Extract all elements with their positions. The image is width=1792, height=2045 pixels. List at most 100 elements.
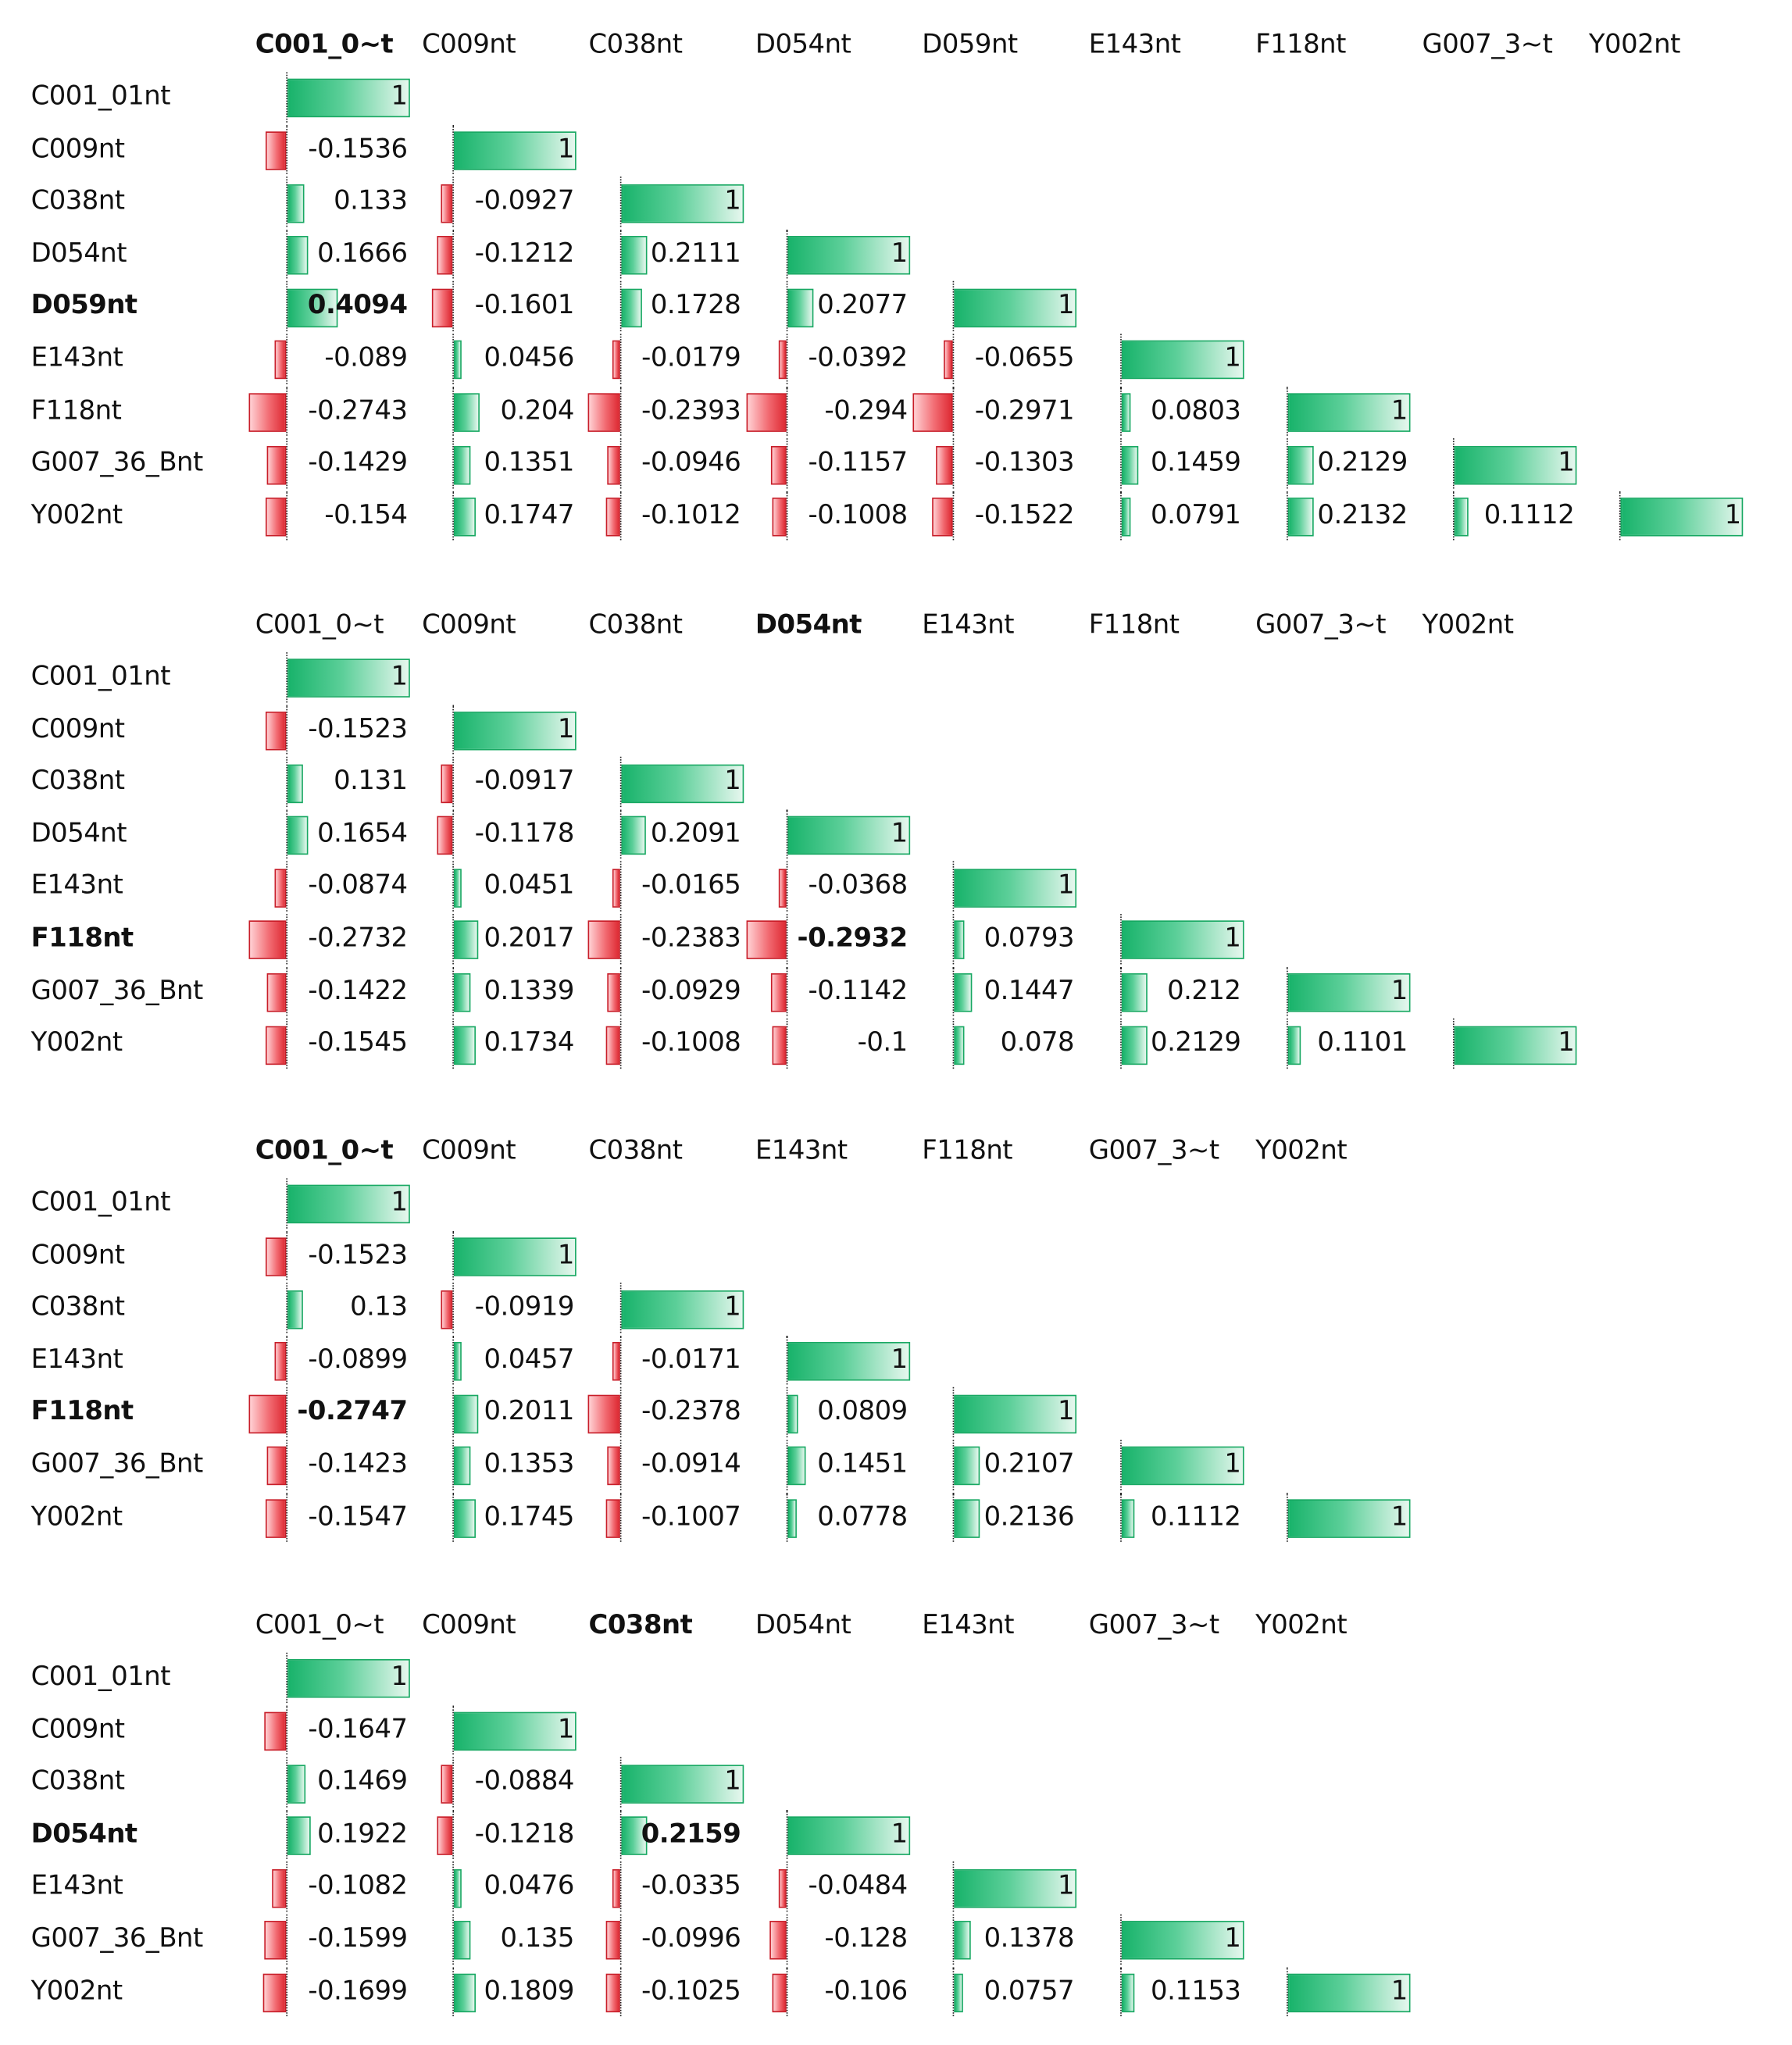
correlation-value: 1 [1724, 498, 1742, 530]
zero-axis-line [1286, 1966, 1288, 2017]
column-header: D059nt [922, 28, 1018, 59]
correlation-bar [454, 1973, 477, 2013]
correlation-bar [454, 1237, 577, 1276]
zero-axis-line [1119, 491, 1121, 541]
zero-axis-line [952, 386, 955, 437]
correlation-value: 1 [1558, 446, 1575, 477]
correlation-value: 1 [557, 1712, 575, 1744]
correlation-value: 0.1734 [484, 1026, 574, 1058]
column-header: D054nt [755, 28, 851, 59]
column-header: G007_3~t [1088, 1608, 1219, 1640]
correlation-bar [454, 973, 471, 1012]
correlation-bar [778, 1868, 787, 1908]
correlation-bar [454, 868, 462, 908]
correlation-value: 0.0793 [983, 922, 1075, 953]
correlation-value: 0.1469 [317, 1765, 408, 1797]
correlation-bar [454, 341, 462, 380]
correlation-bar [954, 1394, 1077, 1433]
correlation-value: -0.0392 [808, 341, 908, 373]
correlation-value: -0.0179 [641, 341, 741, 373]
column-header: C038nt [588, 1134, 683, 1165]
correlation-value: -0.1218 [474, 1817, 575, 1849]
correlation-value: 0.2111 [650, 237, 741, 268]
column-header: G007_3~t [1088, 1134, 1219, 1165]
correlation-bar [263, 1973, 287, 2013]
zero-axis-line [452, 914, 455, 964]
row-label: E143nt [30, 341, 123, 373]
correlation-value: -0.1599 [308, 1922, 408, 1954]
column-header: C009nt [422, 1608, 516, 1640]
zero-axis-line [786, 1492, 788, 1543]
correlation-value: 0.135 [500, 1922, 575, 1954]
zero-axis-line [452, 809, 455, 859]
zero-axis-line [619, 1283, 621, 1333]
zero-axis-line [286, 72, 288, 123]
correlation-bar [265, 131, 287, 170]
correlation-value: 0.1153 [1151, 1974, 1241, 2006]
zero-axis-line [786, 1387, 788, 1438]
correlation-value: -0.1536 [308, 132, 408, 163]
zero-axis-line [1286, 966, 1288, 1016]
correlation-value: 0.1353 [484, 1447, 574, 1479]
correlation-value: -0.089 [324, 341, 408, 373]
correlation-value: -0.2732 [308, 922, 408, 953]
correlation-bar [1621, 498, 1744, 537]
correlation-value: 1 [891, 816, 908, 848]
correlation-value: 1 [1558, 1026, 1575, 1058]
zero-axis-line [286, 809, 288, 859]
zero-axis-line [619, 177, 621, 227]
correlation-bar [787, 816, 910, 855]
zero-axis-line [786, 386, 788, 437]
correlation-value: 0.1728 [650, 289, 741, 320]
correlation-value: -0.1523 [308, 1238, 408, 1269]
correlation-value: 1 [1224, 922, 1241, 953]
correlation-value: -0.154 [324, 498, 408, 530]
correlation-bar [607, 1447, 620, 1486]
correlation-value: 0.2017 [484, 922, 574, 953]
correlation-bar [954, 1973, 964, 2013]
correlation-value: -0.1647 [308, 1712, 408, 1744]
correlation-value: 1 [891, 237, 908, 268]
correlation-value: -0.0914 [641, 1447, 741, 1479]
zero-axis-line [452, 1757, 455, 1808]
zero-axis-line [619, 1757, 621, 1808]
column-header: C009nt [422, 28, 516, 59]
correlation-value: 0.1447 [983, 973, 1075, 1005]
zero-axis-line [286, 124, 288, 175]
correlation-matrix-panel: C001_0~t C009nt C038nt E143nt F118nt G007_3~t… [0, 1132, 1792, 1555]
zero-axis-line [786, 1966, 788, 2017]
correlation-bar [266, 973, 287, 1012]
correlation-value: -0.1699 [308, 1974, 408, 2006]
correlation-value: 1 [891, 1343, 908, 1374]
correlation-bar [612, 868, 620, 908]
correlation-bar [454, 393, 480, 432]
zero-axis-line [452, 334, 455, 384]
zero-axis-line [452, 966, 455, 1016]
correlation-bar [454, 1025, 476, 1065]
correlation-value: 0.0476 [484, 1869, 574, 1901]
correlation-bar [265, 498, 287, 537]
correlation-bar [287, 1290, 304, 1329]
row-label: G007_36_Bnt [30, 973, 204, 1005]
correlation-value: -0.0171 [641, 1343, 741, 1374]
correlation-bar [454, 1868, 462, 1908]
correlation-value: 0.204 [500, 394, 575, 425]
correlation-value: 1 [724, 764, 741, 796]
correlation-bar [787, 1499, 798, 1538]
correlation-value: -0.0884 [474, 1765, 575, 1797]
correlation-bar [431, 288, 453, 327]
zero-axis-line [286, 1387, 288, 1438]
correlation-value: 0.0757 [983, 1974, 1075, 2006]
correlation-value: 0.1747 [484, 498, 574, 530]
correlation-bar [441, 1764, 453, 1804]
correlation-value: -0.0368 [808, 869, 908, 901]
zero-axis-line [1286, 491, 1288, 541]
column-header: C001_0~t [255, 608, 384, 640]
zero-axis-line [286, 281, 288, 332]
correlation-bar [437, 816, 453, 855]
correlation-value: -0.1007 [641, 1500, 741, 1531]
correlation-value: 0.2077 [817, 289, 908, 320]
column-header: E143nt [1088, 28, 1181, 59]
correlation-bar [271, 1868, 287, 1908]
correlation-value: -0.1601 [474, 289, 575, 320]
